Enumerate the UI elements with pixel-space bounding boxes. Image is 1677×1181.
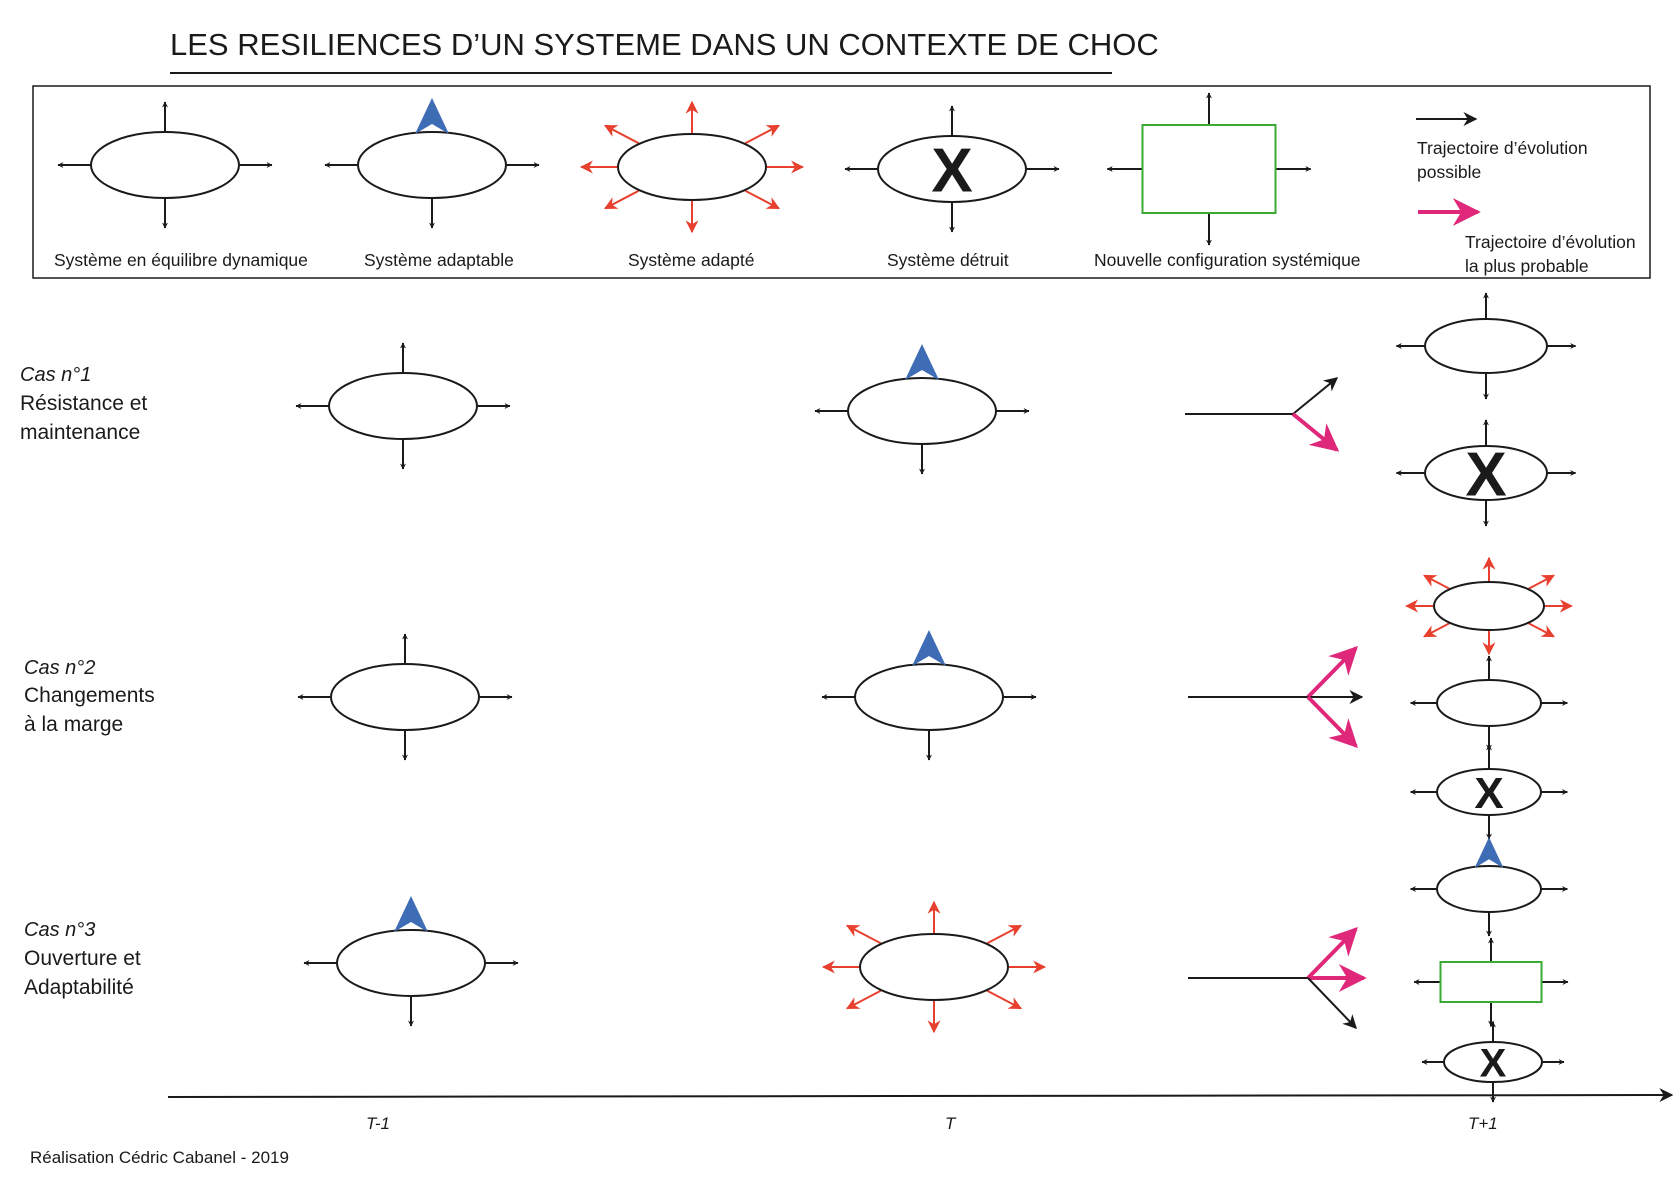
- system-adapted-icon: [821, 900, 1047, 1034]
- red-arrow-icon: [986, 989, 1023, 1010]
- system-ellipse: [336, 929, 486, 997]
- system-ellipse: [1433, 581, 1545, 631]
- legend-label-adaptable: Système adaptable: [364, 250, 514, 270]
- case1-line2: maintenance: [20, 421, 140, 444]
- probable-trajectory-arrow-icon: [1306, 645, 1358, 699]
- red-arrow-icon: [744, 124, 781, 145]
- case3-line2: Adaptabilité: [24, 976, 134, 999]
- system-ellipse: [90, 131, 240, 199]
- probable-trajectory-arrow-icon: [1306, 695, 1358, 749]
- red-arrow-icon: [845, 924, 882, 945]
- blue-arrowhead-icon: [415, 98, 449, 134]
- system-ellipse: [328, 372, 478, 440]
- system-adaptable-icon: [821, 630, 1037, 761]
- legend-label-equilibrium: Système en équilibre dynamique: [54, 250, 308, 270]
- legend-possible-line2: possible: [1417, 162, 1481, 182]
- legend-probable-line1: Trajectoire d’évolution: [1465, 232, 1636, 252]
- system-ellipse: [1436, 679, 1542, 727]
- red-arrow-icon: [744, 189, 781, 210]
- trajectory-fork: [1185, 377, 1340, 452]
- legend-probable-line2: la plus probable: [1465, 256, 1589, 276]
- system-equilibrium-icon: [57, 101, 273, 229]
- legend-box: [32, 85, 1651, 279]
- possible-trajectory-arrow-icon: [1307, 977, 1357, 1030]
- case1-number: Cas n°1: [20, 364, 91, 386]
- system-destroyed-icon: X: [1409, 744, 1569, 840]
- red-arrow-icon: [1423, 574, 1450, 590]
- system-ellipse: [357, 131, 507, 199]
- probable-trajectory-arrow-icon: [1306, 926, 1358, 980]
- system-equilibrium-icon: [295, 342, 511, 470]
- system-ellipse: [1436, 865, 1542, 913]
- system-equilibrium-icon: [1395, 292, 1577, 400]
- system-ellipse: [859, 933, 1009, 1001]
- system-adaptable-icon: [303, 896, 519, 1027]
- new-configuration-icon: [1106, 92, 1312, 246]
- system-ellipse: [847, 377, 997, 445]
- red-arrow-icon: [845, 989, 882, 1010]
- new-configuration-icon: [1413, 937, 1569, 1027]
- legend-label-adapted: Système adapté: [628, 250, 754, 270]
- case2-line2: à la marge: [24, 713, 123, 736]
- red-arrow-icon: [603, 189, 640, 210]
- red-arrow-icon: [986, 924, 1023, 945]
- system-destroyed-icon: X: [1395, 419, 1577, 527]
- destroyed-x-mark: X: [1465, 440, 1506, 509]
- timeline-label-t-plus: T+1: [1468, 1114, 1498, 1133]
- system-adaptable-icon: [324, 98, 540, 229]
- system-ellipse: [877, 135, 1027, 203]
- system-destroyed-icon: X: [1421, 1021, 1565, 1103]
- blue-arrowhead-icon: [1474, 837, 1504, 868]
- system-ellipse: [1424, 445, 1548, 501]
- blue-arrowhead-icon: [912, 630, 946, 666]
- credit-text: Réalisation Cédric Cabanel - 2019: [30, 1148, 289, 1167]
- legend-label-new-configuration: Nouvelle configuration systémique: [1094, 250, 1361, 270]
- system-equilibrium-icon: [297, 633, 513, 761]
- timeline-label-t: T: [945, 1114, 957, 1133]
- legend-label-destroyed: Système détruit: [887, 250, 1009, 270]
- destroyed-x-mark: X: [931, 136, 972, 205]
- page-title: LES RESILIENCES D’UN SYSTEME DANS UN CON…: [170, 27, 1159, 62]
- blue-arrowhead-icon: [905, 344, 939, 380]
- blue-arrowhead-icon: [394, 896, 428, 932]
- system-adaptable-icon: [1409, 837, 1569, 937]
- system-adapted-icon: [1405, 556, 1573, 656]
- red-arrow-icon: [1423, 622, 1450, 638]
- system-ellipse: [617, 133, 767, 201]
- destroyed-x-mark: X: [1480, 1041, 1507, 1085]
- system-adapted-icon: [579, 100, 805, 234]
- case1-line1: Résistance et: [20, 392, 147, 415]
- system-adaptable-icon: [814, 344, 1030, 475]
- case2-number: Cas n°2: [24, 657, 95, 679]
- system-ellipse: [1443, 1041, 1543, 1083]
- red-arrow-icon: [1528, 622, 1555, 638]
- case2-line1: Changements: [24, 684, 155, 707]
- green-configuration-box: [1141, 124, 1277, 214]
- system-ellipse: [330, 663, 480, 731]
- possible-trajectory-arrow-icon: [1292, 377, 1339, 415]
- timeline-axis: [167, 1088, 1674, 1103]
- system-equilibrium-icon: [1409, 655, 1569, 751]
- system-destroyed-icon: X: [844, 105, 1060, 233]
- trajectory-fork: [1188, 645, 1364, 749]
- green-configuration-box: [1439, 961, 1543, 1003]
- probable-trajectory-arrow-icon: [1291, 412, 1340, 452]
- system-ellipse: [1424, 318, 1548, 374]
- red-arrow-icon: [1528, 574, 1555, 590]
- destroyed-x-mark: X: [1474, 769, 1503, 818]
- legend-possible-line1: Trajectoire d’évolution: [1417, 138, 1588, 158]
- system-ellipse: [854, 663, 1004, 731]
- case3-line1: Ouverture et: [24, 947, 141, 970]
- red-arrow-icon: [603, 124, 640, 145]
- trajectory-fork: [1188, 926, 1367, 1030]
- timeline-label-t-minus: T-1: [366, 1114, 390, 1133]
- system-ellipse: [1436, 768, 1542, 816]
- case3-number: Cas n°3: [24, 919, 95, 941]
